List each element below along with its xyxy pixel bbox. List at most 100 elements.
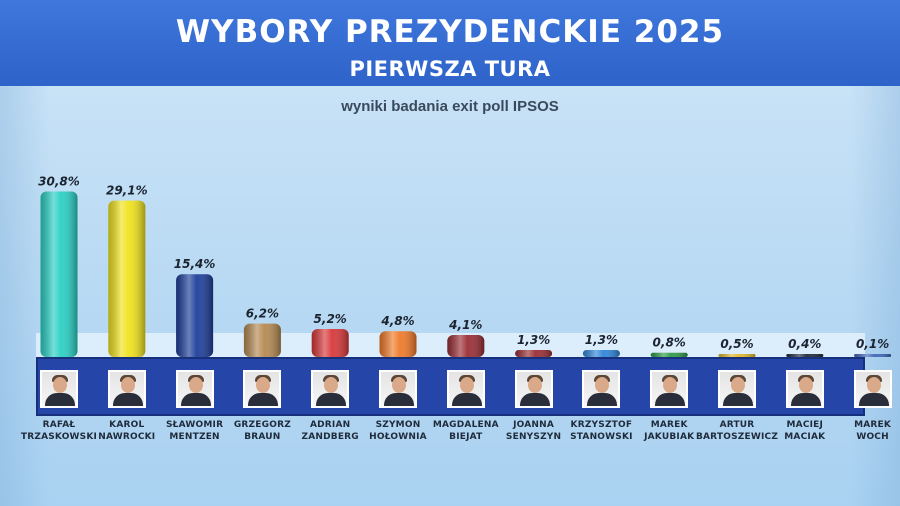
right-edge-shade bbox=[850, 86, 900, 506]
candidate-name-6: SZYMON HOŁOWNIA bbox=[355, 419, 441, 443]
candidate-name-1: RAFAŁ TRZASKOWSKI bbox=[16, 419, 102, 443]
portrait-head bbox=[663, 377, 678, 393]
candidate-last-name: HOŁOWNIA bbox=[369, 432, 427, 442]
candidate-last-name: MENTZEN bbox=[169, 432, 220, 442]
portrait-body bbox=[790, 393, 821, 406]
candidate-name-13: MAREK WOCH bbox=[830, 419, 900, 443]
value-label-3: 15,4% bbox=[174, 257, 216, 271]
portrait-head bbox=[256, 377, 271, 393]
portrait-head bbox=[120, 377, 135, 393]
chart-title: WYBORY PREZYDENCKIE 2025 bbox=[175, 14, 725, 50]
portrait-body bbox=[451, 393, 482, 406]
candidate-first-name: KAROL bbox=[109, 420, 145, 430]
candidate-last-name: STANOWSKI bbox=[570, 432, 633, 442]
portrait-body bbox=[112, 393, 143, 406]
portrait-body bbox=[45, 393, 75, 406]
value-label-5: 5,2% bbox=[314, 312, 347, 326]
chart-subtitle: PIERWSZA TURA bbox=[349, 57, 551, 81]
bar-shading-7 bbox=[447, 334, 485, 357]
candidate-photo-11 bbox=[718, 370, 756, 408]
bar-shading-9 bbox=[582, 350, 620, 357]
bar-shading-3 bbox=[176, 274, 214, 357]
candidate-last-name: BARTOSZEWICZ bbox=[695, 432, 779, 442]
portrait-head bbox=[866, 377, 881, 393]
candidate-photo-12 bbox=[785, 370, 824, 408]
candidate-first-name: RAFAŁ bbox=[42, 420, 76, 430]
candidate-name-8: JOANNA SENYSZYN bbox=[491, 419, 577, 443]
portrait-body bbox=[655, 393, 686, 406]
portrait-body bbox=[316, 393, 347, 406]
portrait-head bbox=[188, 377, 203, 393]
candidate-first-name: ARTUR bbox=[719, 420, 755, 430]
candidate-photo-13 bbox=[853, 370, 892, 408]
value-label-2: 29,1% bbox=[106, 184, 148, 198]
candidate-name-5: ADRIAN ZANDBERG bbox=[287, 419, 373, 443]
candidate-first-name: SZYMON bbox=[375, 420, 421, 430]
candidate-name-3: SŁAWOMIR MENTZEN bbox=[152, 419, 238, 443]
candidate-last-name: JAKUBIAK bbox=[644, 432, 695, 442]
candidate-last-name: SENYSZYN bbox=[505, 432, 562, 442]
header-banner: WYBORY PREZYDENCKIE 2025 PIERWSZA TURA bbox=[0, 0, 900, 86]
portrait-head bbox=[798, 377, 813, 393]
portrait-head bbox=[459, 377, 474, 393]
candidate-photo-1 bbox=[40, 370, 78, 408]
candidate-photo-5 bbox=[311, 370, 350, 408]
value-label-13: 0,1% bbox=[856, 337, 889, 351]
bar-shading-5 bbox=[311, 329, 349, 357]
candidate-first-name: MAGDALENA bbox=[432, 420, 499, 430]
candidate-last-name: MACIAK bbox=[784, 432, 826, 442]
candidate-photo-9 bbox=[582, 370, 621, 408]
candidate-photo-6 bbox=[379, 370, 417, 408]
bar-shading-6 bbox=[379, 331, 417, 357]
value-label-7: 4,1% bbox=[448, 318, 482, 332]
candidate-name-2: KAROL NAWROCKI bbox=[84, 419, 170, 443]
candidate-last-name: BRAUN bbox=[244, 432, 281, 442]
bar-shading-10 bbox=[650, 352, 688, 357]
candidate-name-7: MAGDALENA BIEJAT bbox=[423, 419, 509, 443]
source-note: wyniki badania exit poll IPSOS bbox=[341, 98, 559, 115]
value-label-12: 0,4% bbox=[788, 337, 821, 351]
portrait-head bbox=[731, 377, 745, 393]
candidate-first-name: MAREK bbox=[650, 420, 688, 430]
candidate-first-name: KRZYSZTOF bbox=[570, 420, 633, 430]
candidate-last-name: BIEJAT bbox=[449, 432, 483, 442]
portrait-body bbox=[858, 393, 889, 406]
bar-shading-12 bbox=[786, 354, 824, 357]
value-label-9: 1,3% bbox=[585, 333, 618, 347]
portrait-body bbox=[519, 393, 550, 406]
portrait-head bbox=[392, 377, 406, 393]
bar-shading-1 bbox=[40, 191, 78, 357]
portrait-head bbox=[324, 377, 339, 393]
candidate-photo-8 bbox=[514, 370, 553, 408]
candidate-last-name: WOCH bbox=[856, 432, 889, 442]
candidate-last-name: NAWROCKI bbox=[98, 432, 156, 442]
candidate-name-9: KRZYSZTOF STANOWSKI bbox=[558, 419, 644, 443]
candidate-first-name: MAREK bbox=[854, 420, 892, 430]
candidate-first-name: MACIEJ bbox=[786, 420, 824, 430]
value-label-10: 0,8% bbox=[653, 336, 686, 350]
portrait-head bbox=[527, 377, 542, 393]
portrait-head bbox=[595, 377, 610, 393]
portrait-head bbox=[53, 377, 67, 393]
candidate-last-name: TRZASKOWSKI bbox=[20, 432, 98, 442]
portrait-body bbox=[723, 393, 753, 406]
portrait-body bbox=[384, 393, 414, 406]
value-label-6: 4,8% bbox=[380, 314, 414, 328]
candidate-first-name: SŁAWOMIR bbox=[165, 420, 224, 430]
bar-shading-11 bbox=[718, 354, 756, 357]
candidate-name-11: ARTUR BARTOSZEWICZ bbox=[694, 419, 780, 443]
value-label-4: 6,2% bbox=[246, 307, 279, 321]
candidate-photo-4 bbox=[243, 370, 282, 408]
value-label-8: 1,3% bbox=[517, 333, 550, 347]
candidate-photo-2 bbox=[107, 370, 146, 408]
bar-shading-13 bbox=[854, 354, 892, 357]
candidate-name-10: MAREK JAKUBIAK bbox=[626, 419, 712, 443]
value-label-1: 30,8% bbox=[38, 174, 80, 188]
candidate-photo-10 bbox=[650, 370, 689, 408]
portrait-body bbox=[587, 393, 618, 406]
candidate-last-name: ZANDBERG bbox=[301, 432, 359, 442]
candidate-name-12: MACIEJ MACIAK bbox=[762, 419, 848, 443]
bar-shading-4 bbox=[243, 323, 281, 357]
candidate-first-name: JOANNA bbox=[513, 420, 555, 430]
portrait-body bbox=[180, 393, 211, 406]
